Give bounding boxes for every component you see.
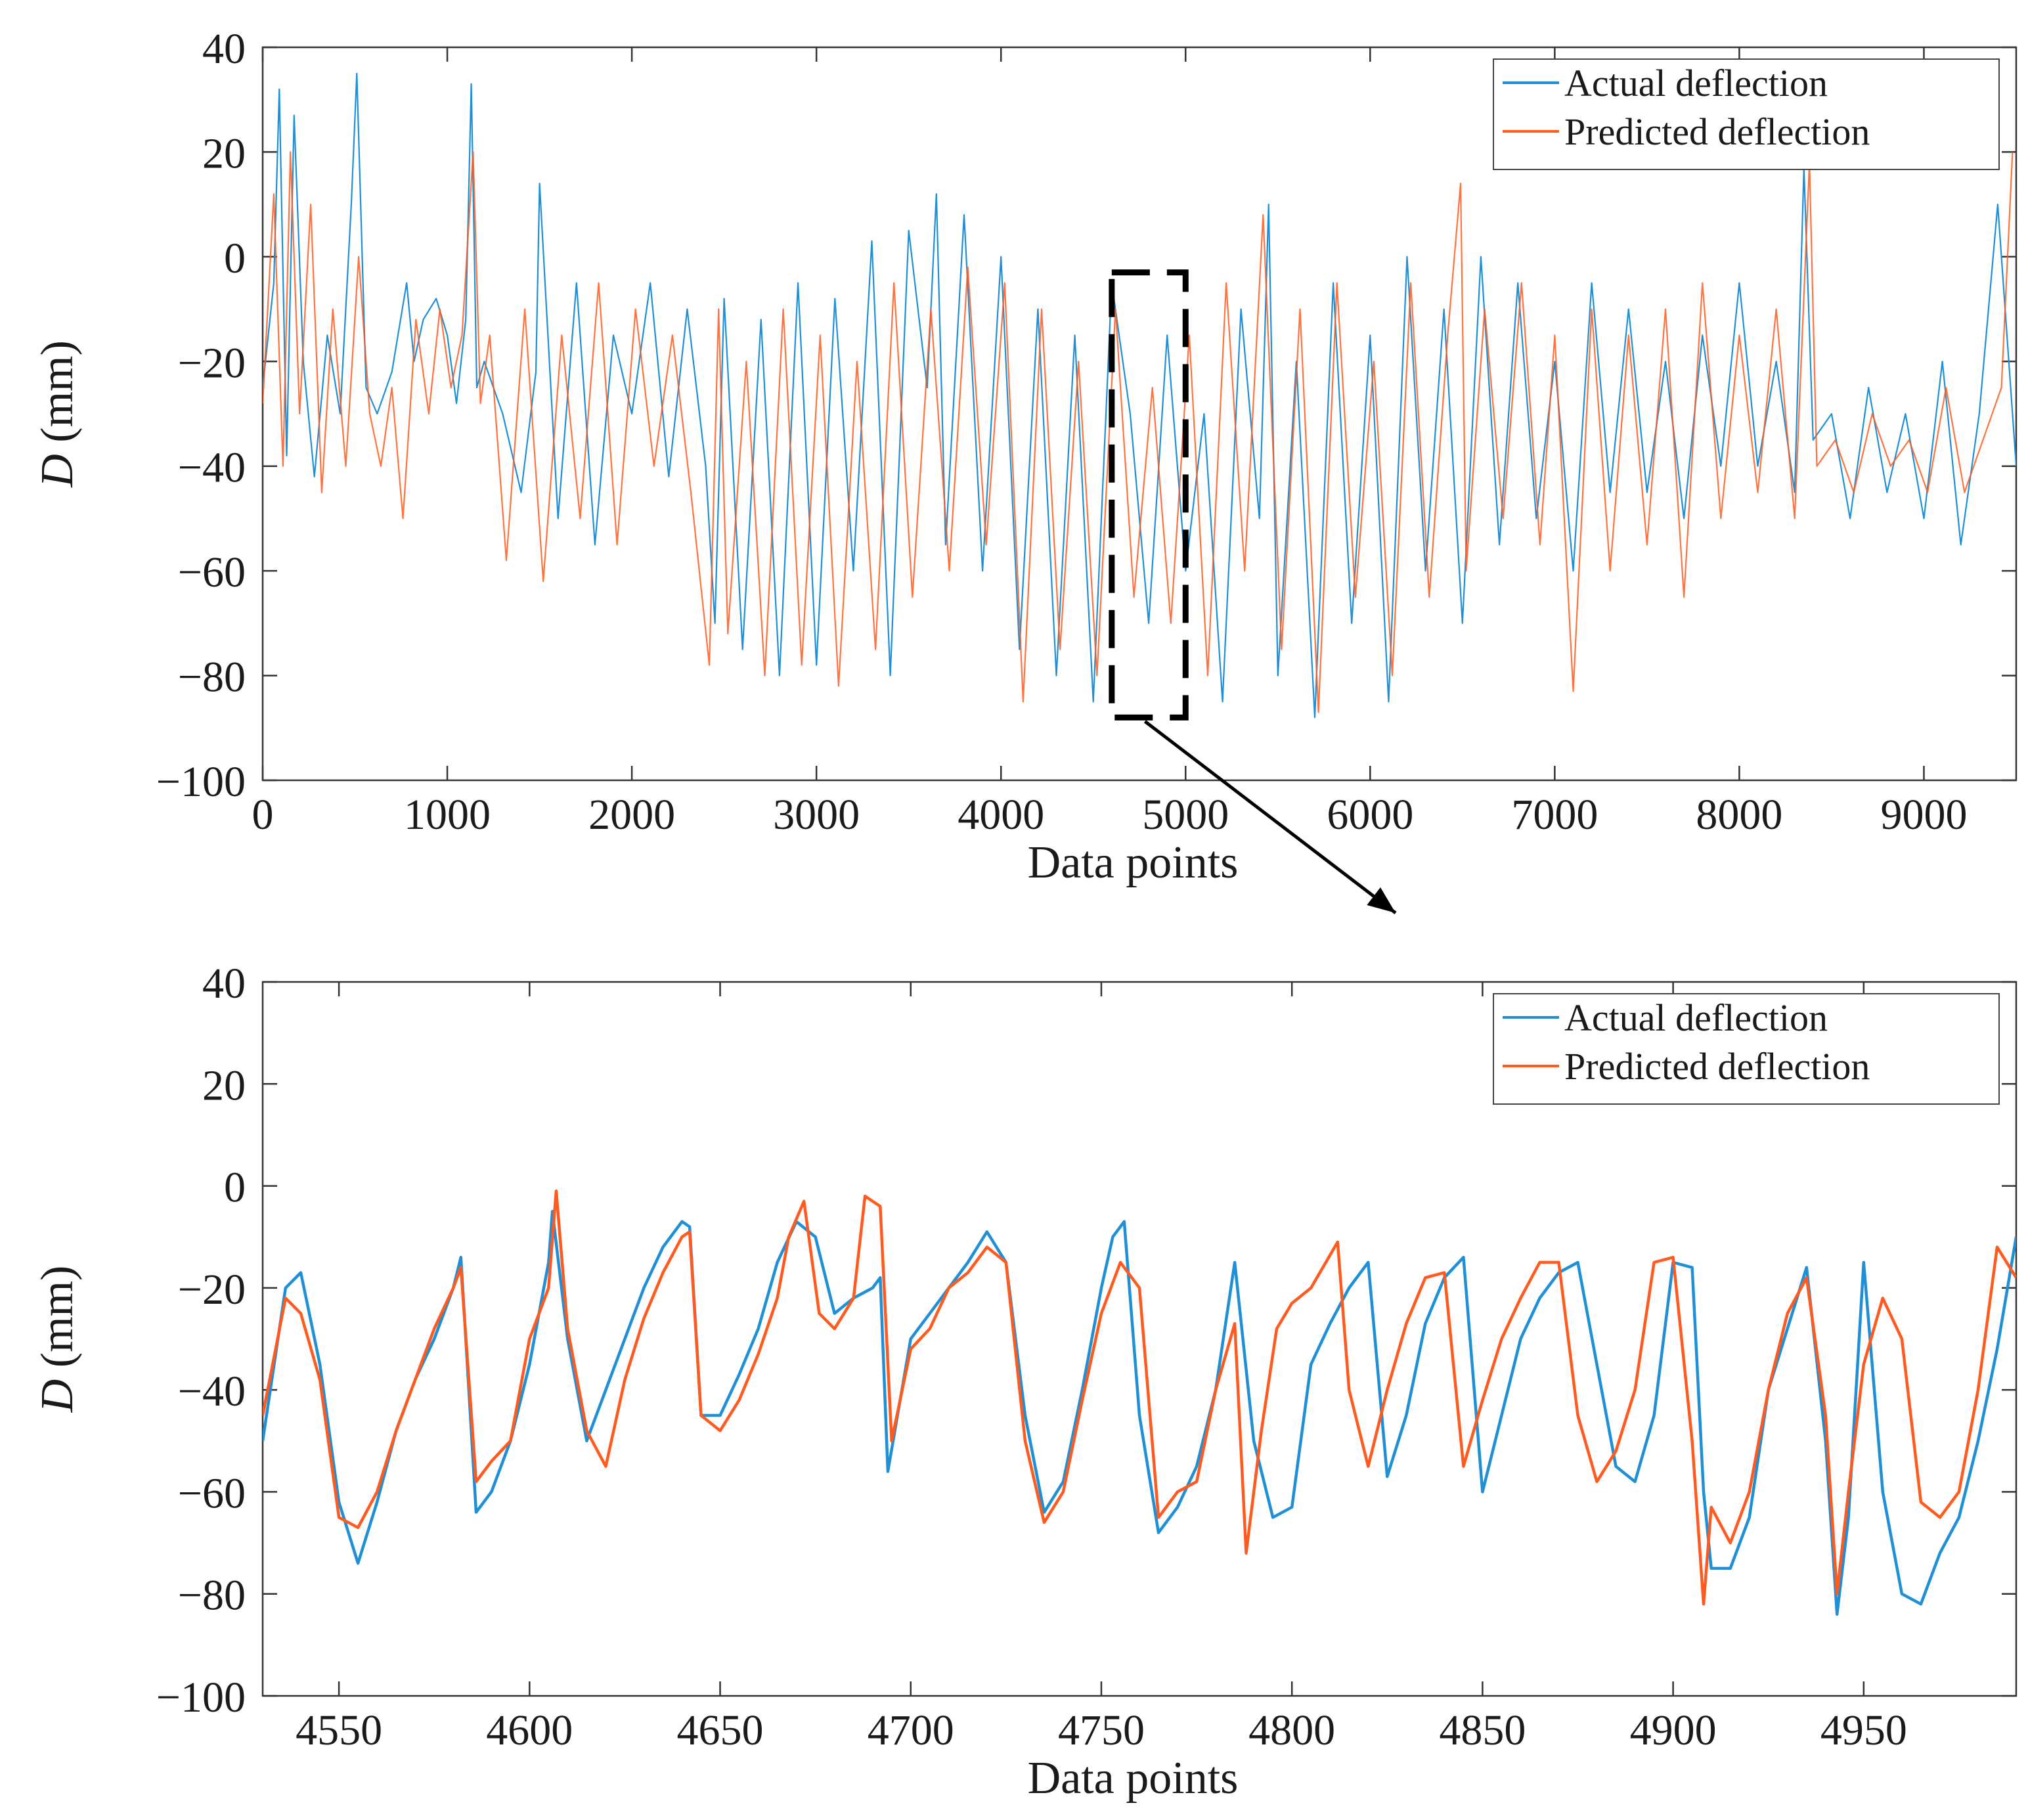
zoom-xtick-label: 4650 bbox=[677, 1706, 764, 1754]
overview-xtick-label: 1000 bbox=[404, 791, 491, 839]
zoom-xtick-label: 4600 bbox=[486, 1706, 573, 1754]
overview-ytick-label: −100 bbox=[156, 758, 246, 806]
zoom-ytick-label: 40 bbox=[202, 960, 246, 1008]
zoom-xtick-label: 4700 bbox=[868, 1706, 954, 1754]
overview-xtick-label: 5000 bbox=[1142, 791, 1229, 839]
overview-series-predicted-line bbox=[263, 151, 2014, 713]
overview-ytick-label: 40 bbox=[202, 25, 246, 73]
overview-y-axis-unit: (mm) bbox=[32, 340, 83, 454]
zoom-ytick-label: −80 bbox=[178, 1572, 246, 1620]
zoom-ytick-label: 0 bbox=[224, 1164, 246, 1212]
zoom-x-axis-title: Data points bbox=[1028, 1753, 1239, 1804]
zoom-arrow-shaft bbox=[1143, 720, 1397, 914]
overview-xtick-label: 7000 bbox=[1511, 791, 1598, 839]
overview-series-actual-line bbox=[263, 72, 2016, 719]
overview-xtick-label: 8000 bbox=[1696, 791, 1782, 839]
overview-y-axis-symbol: D bbox=[32, 454, 83, 488]
zoom-xtick-label: 4800 bbox=[1248, 1706, 1335, 1754]
overview-xtick-label: 2000 bbox=[588, 791, 675, 839]
zoom-y-axis-symbol: D bbox=[32, 1379, 83, 1413]
overview-axes-frame bbox=[261, 46, 2017, 782]
overview-xtick-label: 4000 bbox=[958, 791, 1044, 839]
overview-ytick-label: −60 bbox=[178, 548, 246, 596]
overview-y-axis-title: D (mm) bbox=[32, 340, 83, 488]
zoom-y-axis-unit: (mm) bbox=[32, 1266, 83, 1379]
zoom-plot-area bbox=[263, 1189, 2016, 1616]
zoom-legend-label-actual: Actual deflection bbox=[1564, 996, 1828, 1039]
zoom-xtick-label: 4750 bbox=[1058, 1706, 1145, 1754]
zoom-xtick-label: 4950 bbox=[1820, 1706, 1907, 1754]
zoom-ytick-label: −60 bbox=[178, 1469, 246, 1517]
overview-legend-label-actual: Actual deflection bbox=[1564, 62, 1828, 104]
overview-xtick-label: 0 bbox=[252, 791, 274, 839]
overview-xtick-label: 6000 bbox=[1327, 791, 1413, 839]
overview-legend-label-predicted: Predicted deflection bbox=[1564, 110, 1870, 153]
zoom-ytick-label: −40 bbox=[178, 1367, 246, 1415]
overview-ytick-label: −40 bbox=[178, 444, 246, 492]
overview-legend-box bbox=[1493, 58, 2000, 170]
zoom-legend-box bbox=[1493, 993, 2000, 1105]
zoom-legend-label-predicted: Predicted deflection bbox=[1564, 1045, 1870, 1088]
overview-plot-area bbox=[263, 72, 2016, 719]
zoom-ytick-label: 20 bbox=[202, 1061, 246, 1109]
zoom-axes-frame bbox=[261, 981, 2017, 1697]
overview-ytick-label: 20 bbox=[202, 129, 246, 177]
overview-ytick-label: −20 bbox=[178, 339, 246, 387]
overview-ytick-label: −80 bbox=[178, 654, 246, 701]
zoom-arrow-head bbox=[1367, 887, 1396, 913]
zoom-ytick-label: −20 bbox=[178, 1266, 246, 1314]
zoom-annotation bbox=[1109, 269, 1397, 914]
overview-x-axis-title: Data points bbox=[1028, 837, 1239, 888]
zoom-region-box bbox=[1109, 269, 1189, 721]
zoom-xtick-label: 4550 bbox=[296, 1706, 382, 1754]
overview-xtick-label: 9000 bbox=[1880, 791, 1967, 839]
zoom-series-actual-line bbox=[263, 1210, 2016, 1616]
overview-ytick-label: 0 bbox=[224, 234, 246, 282]
zoom-series-predicted-line bbox=[263, 1189, 2016, 1606]
zoom-xtick-label: 4850 bbox=[1439, 1706, 1526, 1754]
zoom-xtick-label: 4900 bbox=[1630, 1706, 1717, 1754]
zoom-ytick-label: −100 bbox=[156, 1674, 246, 1721]
zoom-y-axis-title: D (mm) bbox=[32, 1266, 83, 1413]
zoom-chart: 40 20 0 −20 −40 −60 −80 −100 4550 4600 4650 4700 475… bbox=[32, 960, 2017, 1804]
overview-xtick-label: 3000 bbox=[773, 791, 860, 839]
